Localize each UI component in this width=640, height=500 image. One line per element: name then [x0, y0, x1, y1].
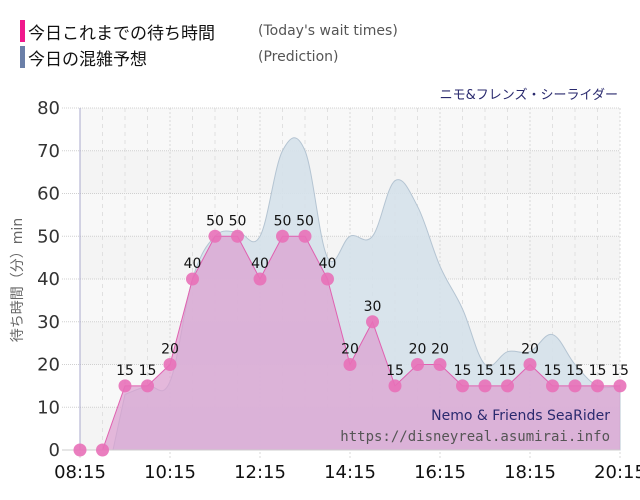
data-label: 50: [296, 213, 314, 229]
y-tick-label: 10: [37, 397, 60, 418]
legend-label-jp: 今日これまでの待ち時間: [28, 23, 215, 44]
data-point[interactable]: [433, 358, 447, 371]
data-point[interactable]: [613, 379, 627, 393]
x-tick-label: 20:15: [594, 462, 640, 483]
data-label: 20: [409, 342, 427, 358]
data-label: 15: [386, 363, 404, 379]
x-tick-label: 10:15: [144, 462, 196, 483]
y-tick-label: 20: [37, 355, 60, 376]
x-tick-label: 16:15: [414, 462, 466, 483]
data-point[interactable]: [186, 272, 199, 286]
legend: 今日これまでの待ち時間 (Today's wait times) 今日の混雑予想…: [20, 18, 398, 70]
data-point[interactable]: [478, 379, 492, 393]
today-area: [80, 236, 620, 450]
data-point[interactable]: [208, 229, 222, 243]
x-tick-label: 18:15: [504, 462, 556, 483]
data-point[interactable]: [591, 379, 604, 393]
x-tick-label: 12:15: [234, 462, 286, 483]
watermark-ride-name: Nemo & Friends SeaRider: [431, 408, 610, 424]
data-label: 15: [454, 363, 472, 379]
data-label: 40: [251, 256, 269, 272]
data-point[interactable]: [96, 443, 109, 457]
data-label: 40: [319, 256, 337, 272]
data-point[interactable]: [276, 229, 289, 243]
data-label: 15: [611, 363, 629, 379]
watermark-url: https://disneyreal.asumirai.info: [340, 429, 610, 445]
y-axis-label: 待ち時間（分）min: [10, 218, 26, 342]
data-label: 15: [499, 363, 517, 379]
data-point[interactable]: [321, 272, 334, 286]
data-point[interactable]: [411, 358, 424, 371]
y-tick-label: 70: [37, 141, 60, 162]
legend-item-today: 今日これまでの待ち時間 (Today's wait times): [20, 18, 398, 44]
data-point[interactable]: [118, 379, 132, 393]
legend-label-en: (Prediction): [258, 49, 339, 65]
legend-item-prediction: 今日の混雑予想 (Prediction): [20, 44, 398, 70]
data-point[interactable]: [546, 379, 559, 393]
y-tick-label: 80: [37, 98, 60, 119]
x-tick-label: 14:15: [324, 462, 376, 483]
y-tick-label: 40: [37, 269, 60, 290]
data-label: 15: [116, 363, 134, 379]
data-label: 20: [161, 342, 179, 358]
data-point[interactable]: [231, 229, 244, 243]
data-label: 50: [206, 213, 224, 229]
data-point[interactable]: [501, 379, 514, 393]
data-label: 15: [589, 363, 607, 379]
data-label: 50: [229, 213, 247, 229]
data-point[interactable]: [163, 358, 177, 371]
data-point[interactable]: [523, 358, 537, 371]
data-label: 50: [274, 213, 292, 229]
data-point[interactable]: [73, 443, 87, 457]
data-point[interactable]: [366, 315, 379, 329]
data-point[interactable]: [456, 379, 469, 393]
data-label: 20: [521, 342, 539, 358]
y-tick-label: 60: [37, 184, 60, 205]
chart-title: ニモ&フレンズ・シーライダー: [439, 88, 618, 103]
data-label: 15: [476, 363, 494, 379]
legend-swatch-today: [20, 20, 25, 42]
data-point[interactable]: [298, 229, 312, 243]
y-tick-label: 0: [49, 440, 60, 461]
data-point[interactable]: [388, 379, 402, 393]
data-label: 15: [139, 363, 157, 379]
legend-label-jp: 今日の混雑予想: [28, 49, 147, 70]
data-label: 15: [544, 363, 562, 379]
data-label: 30: [364, 299, 382, 315]
data-label: 20: [341, 342, 359, 358]
legend-label-en: (Today's wait times): [258, 23, 398, 39]
data-point[interactable]: [343, 358, 357, 371]
y-tick-label: 30: [37, 312, 60, 333]
legend-swatch-prediction: [20, 46, 25, 68]
data-label: 40: [184, 256, 202, 272]
x-tick-label: 08:15: [54, 462, 106, 483]
data-label: 20: [431, 342, 449, 358]
data-point[interactable]: [141, 379, 154, 393]
data-point[interactable]: [568, 379, 582, 393]
data-point[interactable]: [253, 272, 267, 286]
data-label: 15: [566, 363, 584, 379]
y-tick-label: 50: [37, 226, 60, 247]
